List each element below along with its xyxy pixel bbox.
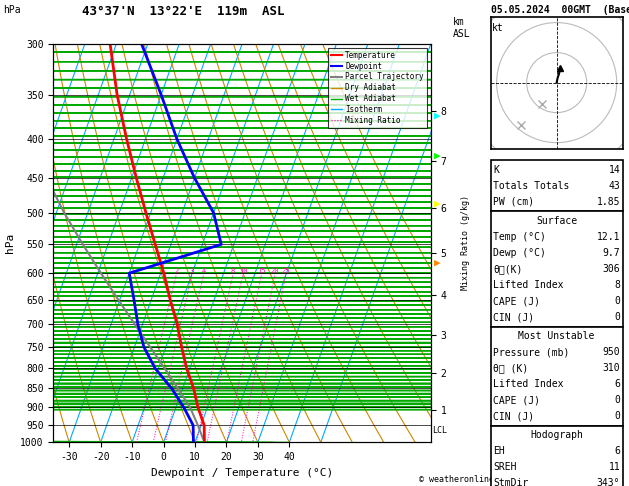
- Text: 8: 8: [615, 280, 620, 290]
- Text: Most Unstable: Most Unstable: [518, 331, 595, 341]
- Text: 15: 15: [257, 268, 265, 274]
- Text: CAPE (J): CAPE (J): [493, 296, 540, 306]
- Text: ▶: ▶: [434, 110, 441, 121]
- Text: ▶: ▶: [434, 150, 441, 160]
- Text: 12.1: 12.1: [597, 232, 620, 242]
- Text: CIN (J): CIN (J): [493, 411, 534, 421]
- Text: θᴇ(K): θᴇ(K): [493, 264, 523, 274]
- Text: Temp (°C): Temp (°C): [493, 232, 546, 242]
- Text: 20: 20: [271, 268, 279, 274]
- Text: StmDir: StmDir: [493, 478, 528, 486]
- Text: 6: 6: [615, 379, 620, 389]
- Text: 0: 0: [615, 395, 620, 405]
- Text: Surface: Surface: [536, 216, 577, 226]
- Text: Mixing Ratio (g/kg): Mixing Ratio (g/kg): [461, 195, 470, 291]
- Text: 2: 2: [174, 268, 179, 274]
- Text: CIN (J): CIN (J): [493, 312, 534, 322]
- Text: 14: 14: [608, 165, 620, 175]
- Text: 0: 0: [615, 312, 620, 322]
- Text: EH: EH: [493, 446, 505, 456]
- Text: © weatheronline.co.uk: © weatheronline.co.uk: [420, 474, 524, 484]
- Text: K: K: [493, 165, 499, 175]
- Text: 0: 0: [615, 296, 620, 306]
- Text: ▶: ▶: [434, 198, 441, 208]
- Text: km
ASL: km ASL: [453, 17, 470, 39]
- Text: 3: 3: [190, 268, 194, 274]
- Text: 43°37'N  13°22'E  119m  ASL: 43°37'N 13°22'E 119m ASL: [82, 5, 284, 18]
- Text: 43: 43: [608, 181, 620, 191]
- Text: 9.7: 9.7: [603, 248, 620, 258]
- Text: hPa: hPa: [3, 5, 21, 15]
- Text: ▶: ▶: [434, 258, 441, 268]
- Text: 0: 0: [615, 411, 620, 421]
- Text: 05.05.2024  00GMT  (Base: 06): 05.05.2024 00GMT (Base: 06): [491, 5, 629, 15]
- Text: 343°: 343°: [597, 478, 620, 486]
- Text: Dewp (°C): Dewp (°C): [493, 248, 546, 258]
- Text: 4: 4: [201, 268, 206, 274]
- Text: 11: 11: [608, 462, 620, 472]
- Text: CAPE (J): CAPE (J): [493, 395, 540, 405]
- Text: PW (cm): PW (cm): [493, 197, 534, 207]
- Text: Lifted Index: Lifted Index: [493, 379, 564, 389]
- Text: 8: 8: [231, 268, 235, 274]
- Text: Totals Totals: Totals Totals: [493, 181, 569, 191]
- Text: SREH: SREH: [493, 462, 516, 472]
- Text: 10: 10: [238, 268, 247, 274]
- Text: Pressure (mb): Pressure (mb): [493, 347, 569, 357]
- Text: 950: 950: [603, 347, 620, 357]
- Text: 306: 306: [603, 264, 620, 274]
- Text: 6: 6: [615, 446, 620, 456]
- Y-axis label: hPa: hPa: [4, 233, 14, 253]
- Text: θᴇ (K): θᴇ (K): [493, 363, 528, 373]
- X-axis label: Dewpoint / Temperature (°C): Dewpoint / Temperature (°C): [151, 468, 333, 478]
- Text: Lifted Index: Lifted Index: [493, 280, 564, 290]
- Text: 25: 25: [282, 268, 290, 274]
- Text: 310: 310: [603, 363, 620, 373]
- Legend: Temperature, Dewpoint, Parcel Trajectory, Dry Adiabat, Wet Adiabat, Isotherm, Mi: Temperature, Dewpoint, Parcel Trajectory…: [328, 48, 427, 128]
- Text: LCL: LCL: [431, 426, 447, 435]
- Text: Hodograph: Hodograph: [530, 430, 583, 440]
- Text: 1.85: 1.85: [597, 197, 620, 207]
- Text: kt: kt: [492, 22, 504, 33]
